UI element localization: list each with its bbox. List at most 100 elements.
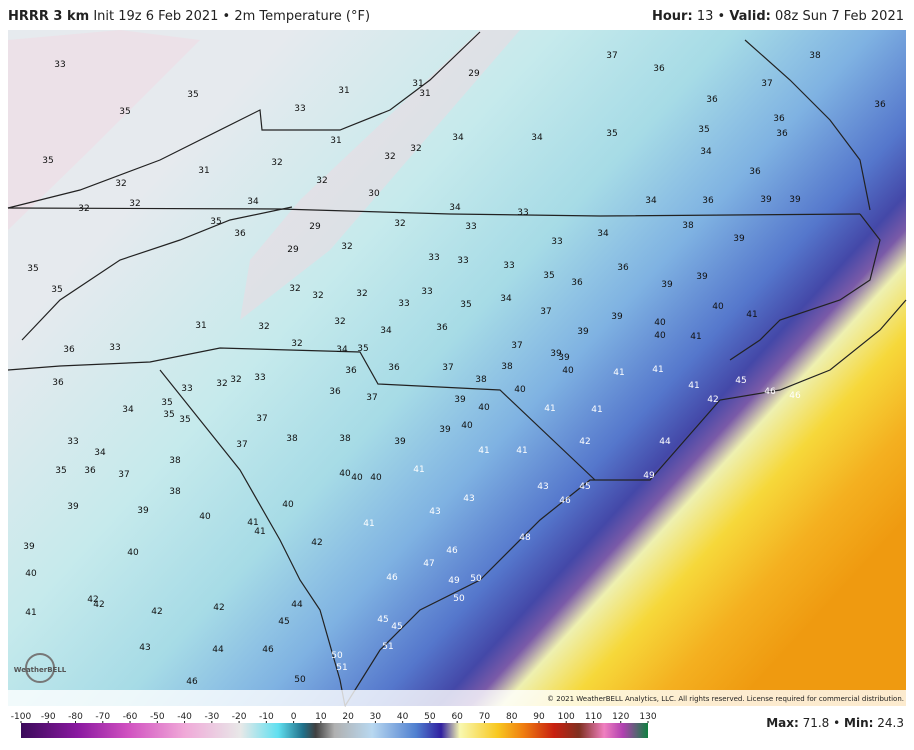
colorbar-tick-label: -10 — [259, 712, 274, 722]
station-value: 45 — [579, 482, 590, 492]
station-value: 39 — [611, 312, 623, 322]
station-value: 40 — [351, 473, 363, 483]
station-value: 35 — [187, 90, 198, 100]
station-value: 32 — [410, 144, 421, 154]
station-value: 39 — [439, 425, 451, 435]
station-value: 39 — [67, 502, 79, 512]
station-value: 38 — [169, 456, 181, 466]
station-value: 30 — [368, 189, 380, 199]
logo: WeatherBELL — [14, 666, 67, 674]
station-value: 39 — [137, 506, 149, 516]
station-value: 37 — [236, 440, 247, 450]
station-value: 34 — [94, 448, 106, 458]
station-value: 37 — [118, 470, 129, 480]
station-value: 31 — [419, 89, 430, 99]
station-value: 36 — [749, 167, 761, 177]
station-value: 45 — [377, 615, 388, 625]
station-value: 36 — [571, 278, 583, 288]
station-value: 40 — [654, 318, 666, 328]
station-value: 29 — [287, 245, 299, 255]
station-value: 38 — [475, 375, 487, 385]
station-value: 50 — [470, 574, 482, 584]
station-value: 44 — [291, 600, 303, 610]
station-value: 35 — [210, 217, 221, 227]
colorbar-tick-label: 60 — [451, 712, 463, 722]
station-value: 41 — [544, 404, 555, 414]
station-value: 44 — [659, 437, 671, 447]
init: Init 19z 6 Feb 2021 — [93, 9, 219, 24]
station-value: 39 — [760, 195, 772, 205]
station-value: 38 — [286, 434, 298, 444]
station-value: 35 — [27, 264, 38, 274]
station-value: 46 — [446, 546, 458, 556]
station-value: 35 — [161, 398, 172, 408]
copyright: © 2021 WeatherBELL Analytics, LLC. All r… — [547, 695, 904, 703]
station-value: 40 — [127, 548, 139, 558]
station-value: 36 — [329, 387, 341, 397]
station-value: 41 — [363, 519, 374, 529]
station-value: 39 — [394, 437, 406, 447]
station-value: 39 — [577, 327, 589, 337]
station-value: 35 — [698, 125, 709, 135]
station-value: 34 — [247, 197, 259, 207]
station-value: 40 — [654, 331, 666, 341]
station-value: 44 — [212, 645, 224, 655]
station-value: 32 — [216, 379, 227, 389]
station-value: 36 — [84, 466, 96, 476]
warm-layer — [8, 30, 520, 320]
station-value: 49 — [448, 576, 460, 586]
temperature-field — [8, 30, 906, 706]
colorbar-tick-label: -80 — [68, 712, 83, 722]
station-value: 40 — [25, 569, 37, 579]
station-value: 33 — [421, 287, 432, 297]
colorbar-tick-label: 100 — [558, 712, 575, 722]
station-value: 41 — [652, 365, 663, 375]
colorbar-tick-label: -60 — [123, 712, 138, 722]
station-value: 41 — [254, 527, 265, 537]
colorbar-tick-label: 70 — [479, 712, 491, 722]
station-value: 39 — [550, 349, 562, 359]
station-value: 43 — [429, 507, 440, 517]
station-value: 46 — [386, 573, 398, 583]
colorbar-tick-label: 20 — [342, 712, 354, 722]
valid-label: Valid: — [729, 9, 771, 24]
station-value: 34 — [122, 405, 134, 415]
station-value: 35 — [119, 107, 130, 117]
station-value: 50 — [453, 594, 465, 604]
station-value: 34 — [500, 294, 512, 304]
valid: 08z Sun 7 Feb 2021 — [775, 9, 904, 24]
station-value: 34 — [700, 147, 712, 157]
station-value: 39 — [558, 353, 570, 363]
station-value: 41 — [688, 381, 699, 391]
station-value: 31 — [412, 79, 423, 89]
station-value: 46 — [262, 645, 274, 655]
colorbar-tick-label: 130 — [639, 712, 656, 722]
colorbar-tick-label: -30 — [204, 712, 219, 722]
station-value: 45 — [278, 617, 289, 627]
station-value: 40 — [514, 385, 526, 395]
station-value: 37 — [606, 51, 617, 61]
station-value: 33 — [254, 373, 265, 383]
station-value: 32 — [334, 317, 345, 327]
station-value: 41 — [746, 310, 757, 320]
station-value: 33 — [109, 343, 120, 353]
colorbar-tick-label: 30 — [370, 712, 382, 722]
station-value: 31 — [195, 321, 206, 331]
logo-ring — [25, 653, 55, 683]
station-value: 39 — [696, 272, 708, 282]
station-value: 29 — [309, 222, 321, 232]
min-label: Min: — [844, 716, 874, 730]
station-value: 32 — [78, 204, 89, 214]
station-value: 36 — [773, 114, 785, 124]
station-value: 37 — [761, 79, 772, 89]
hour: 13 — [696, 9, 714, 24]
station-value: 32 — [394, 219, 405, 229]
station-value: 50 — [331, 651, 343, 661]
station-value: 46 — [764, 387, 776, 397]
station-value: 36 — [234, 229, 246, 239]
station-value: 40 — [562, 366, 574, 376]
station-value: 41 — [25, 608, 36, 618]
header-left: HRRR 3 km Init 19z 6 Feb 2021 • 2m Tempe… — [8, 9, 370, 24]
station-value: 38 — [169, 487, 181, 497]
max: 71.8 — [802, 716, 830, 730]
